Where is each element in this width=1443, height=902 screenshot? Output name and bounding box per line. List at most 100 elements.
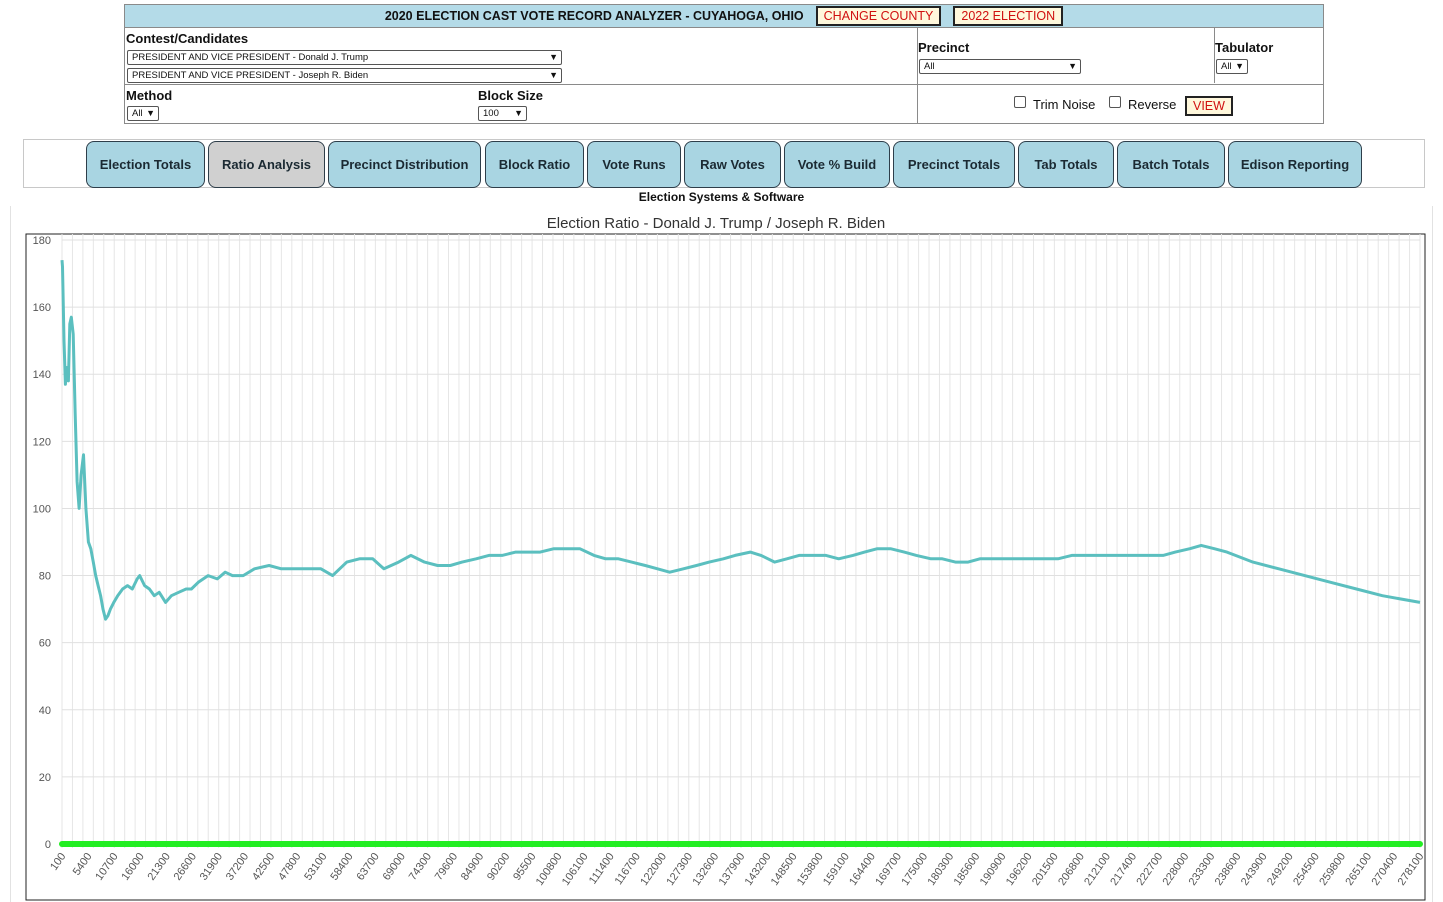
x-tick-label: 74300 — [407, 851, 434, 883]
x-tick-label: 217400 — [1108, 851, 1139, 888]
x-tick-label: 10700 — [93, 851, 120, 883]
chevron-down-icon: ▼ — [1235, 61, 1244, 71]
x-tick-label: 212100 — [1082, 851, 1113, 888]
x-tick-label: 265100 — [1343, 851, 1374, 888]
tab-batch-totals[interactable]: Batch Totals — [1117, 141, 1225, 188]
x-tick-label: 169700 — [873, 851, 904, 888]
x-tick-label: 122000 — [638, 851, 669, 888]
ratio-series-line — [60, 259, 1421, 621]
tab-tab-totals[interactable]: Tab Totals — [1018, 141, 1114, 188]
x-tick-label: 58400 — [328, 851, 355, 883]
trim-noise-label: Trim Noise — [1033, 97, 1096, 112]
x-tick-label: 190900 — [978, 851, 1009, 888]
tab-election-totals[interactable]: Election Totals — [86, 141, 205, 188]
x-tick-label: 196200 — [1004, 851, 1035, 888]
x-tick-label: 132600 — [690, 851, 721, 888]
chart-container: Election Ratio - Donald J. Trump / Josep… — [10, 206, 1433, 902]
x-tick-label: 164400 — [847, 851, 878, 888]
x-tick-label: 90200 — [485, 851, 512, 883]
y-tick-label: 180 — [33, 235, 51, 247]
x-tick-label: 175000 — [899, 851, 930, 888]
chart-title: Election Ratio - Donald J. Trump / Josep… — [547, 215, 886, 232]
change-county-button[interactable]: CHANGE COUNTY — [815, 6, 942, 26]
chevron-down-icon: ▼ — [549, 70, 558, 80]
x-tick-label: 100 — [48, 851, 68, 873]
x-tick-label: 47800 — [276, 851, 303, 883]
reverse-checkbox[interactable] — [1109, 96, 1121, 108]
tab-ratio-analysis[interactable]: Ratio Analysis — [208, 141, 325, 188]
chevron-down-icon: ▼ — [1068, 61, 1077, 71]
x-tick-label: 37200 — [224, 851, 251, 883]
vendor-label: Election Systems & Software — [638, 190, 805, 204]
ratio-chart: Election Ratio - Donald J. Trump / Josep… — [25, 215, 1427, 901]
app-title: 2020 ELECTION CAST VOTE RECORD ANALYZER … — [384, 9, 804, 23]
x-tick-label: 42500 — [250, 851, 277, 883]
trim-noise-checkbox[interactable] — [1014, 96, 1026, 108]
x-tick-label: 159100 — [821, 851, 852, 888]
tab-block-ratio[interactable]: Block Ratio — [485, 141, 584, 188]
x-tick-label: 16000 — [119, 851, 146, 883]
x-tick-label: 63700 — [354, 851, 381, 883]
x-tick-label: 180300 — [925, 851, 956, 888]
divider — [917, 28, 918, 124]
x-tick-label: 278100 — [1396, 851, 1427, 888]
blocksize-select[interactable]: 100 ▼ — [478, 106, 527, 121]
candidate2-value: PRESIDENT AND VICE PRESIDENT - Joseph R.… — [132, 70, 369, 81]
x-tick-label: 21300 — [146, 851, 173, 883]
2022-election-button[interactable]: 2022 ELECTION — [953, 6, 1064, 26]
divider — [1214, 28, 1215, 83]
tab-precinct-totals[interactable]: Precinct Totals — [893, 141, 1015, 188]
x-tick-label: 238600 — [1213, 851, 1244, 888]
x-tick-label: 31900 — [198, 851, 225, 883]
precinct-label: Precinct — [918, 40, 970, 55]
x-tick-label: 127300 — [664, 851, 695, 888]
candidate2-select[interactable]: PRESIDENT AND VICE PRESIDENT - Joseph R.… — [127, 68, 562, 83]
x-tick-label: 106100 — [560, 851, 591, 888]
x-tick-label: 100800 — [534, 851, 565, 888]
y-tick-label: 0 — [45, 839, 51, 851]
tabulator-select[interactable]: All ▼ — [1216, 59, 1248, 74]
y-tick-label: 80 — [39, 571, 51, 583]
method-label: Method — [126, 88, 173, 103]
y-tick-label: 100 — [33, 503, 51, 515]
x-tick-label: 201500 — [1030, 851, 1061, 888]
x-tick-label: 148500 — [769, 851, 800, 888]
x-tick-label: 259800 — [1317, 851, 1348, 888]
divider — [125, 84, 1323, 85]
candidate1-value: PRESIDENT AND VICE PRESIDENT - Donald J.… — [132, 52, 369, 63]
tab-edison-reporting[interactable]: Edison Reporting — [1228, 141, 1362, 188]
x-tick-label: 233300 — [1187, 851, 1218, 888]
tabulator-value: All — [1221, 61, 1232, 72]
tab-raw-votes[interactable]: Raw Votes — [684, 141, 781, 188]
x-tick-label: 143200 — [743, 851, 774, 888]
chevron-down-icon: ▼ — [514, 108, 523, 118]
y-tick-label: 20 — [39, 772, 51, 784]
x-tick-label: 95500 — [511, 851, 538, 883]
chevron-down-icon: ▼ — [549, 52, 558, 62]
method-value: All — [132, 108, 143, 119]
control-panel: 2020 ELECTION CAST VOTE RECORD ANALYZER … — [124, 4, 1324, 124]
x-tick-label: 206800 — [1056, 851, 1087, 888]
x-tick-label: 84900 — [459, 851, 486, 883]
x-tick-label: 254500 — [1291, 851, 1322, 888]
title-bar: 2020 ELECTION CAST VOTE RECORD ANALYZER … — [125, 5, 1323, 28]
tab-vote-build[interactable]: Vote % Build — [784, 141, 890, 188]
x-tick-label: 137900 — [717, 851, 748, 888]
x-tick-label: 79600 — [433, 851, 460, 883]
y-tick-label: 40 — [39, 705, 51, 717]
y-tick-label: 140 — [33, 369, 51, 381]
y-tick-label: 120 — [33, 436, 51, 448]
x-tick-label: 228000 — [1161, 851, 1192, 888]
candidate1-select[interactable]: PRESIDENT AND VICE PRESIDENT - Donald J.… — [127, 50, 562, 65]
tab-vote-runs[interactable]: Vote Runs — [587, 141, 681, 188]
tabulator-label: Tabulator — [1215, 40, 1274, 55]
precinct-select[interactable]: All ▼ — [919, 59, 1081, 74]
x-tick-label: 5400 — [71, 851, 95, 878]
chevron-down-icon: ▼ — [146, 108, 155, 118]
tab-precinct-distribution[interactable]: Precinct Distribution — [328, 141, 481, 188]
x-tick-label: 249200 — [1265, 851, 1296, 888]
y-tick-label: 60 — [39, 638, 51, 650]
view-button[interactable]: VIEW — [1185, 96, 1233, 116]
method-select[interactable]: All ▼ — [127, 106, 159, 121]
x-tick-label: 53100 — [302, 851, 329, 883]
